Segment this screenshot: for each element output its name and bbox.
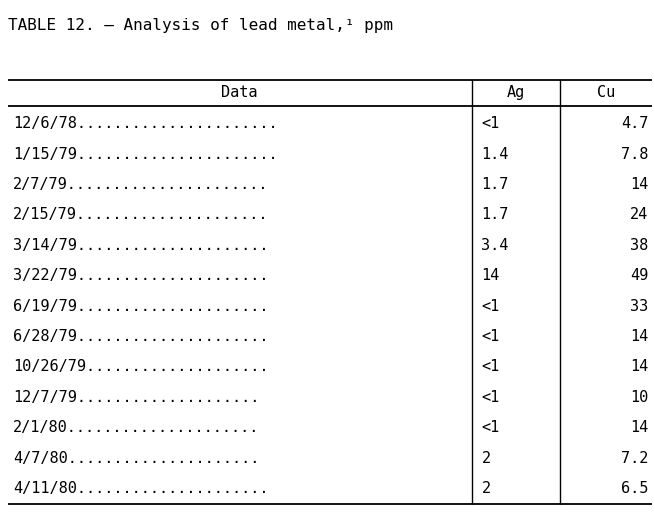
Text: 14: 14 bbox=[630, 420, 648, 435]
Text: 14: 14 bbox=[630, 177, 648, 192]
Text: 2: 2 bbox=[481, 451, 491, 466]
Text: <1: <1 bbox=[481, 299, 500, 314]
Text: 6/19/79.....................: 6/19/79..................... bbox=[13, 299, 269, 314]
Text: 6/28/79.....................: 6/28/79..................... bbox=[13, 329, 269, 344]
Text: 4.7: 4.7 bbox=[621, 116, 648, 131]
Text: 24: 24 bbox=[630, 208, 648, 222]
Text: 12/6/78......................: 12/6/78...................... bbox=[13, 116, 278, 131]
Text: TABLE 12. – Analysis of lead metal,¹ ppm: TABLE 12. – Analysis of lead metal,¹ ppm bbox=[8, 18, 393, 33]
Text: <1: <1 bbox=[481, 359, 500, 374]
Text: 49: 49 bbox=[630, 268, 648, 283]
Text: Data: Data bbox=[221, 85, 258, 100]
Text: 2/7/79......................: 2/7/79...................... bbox=[13, 177, 269, 192]
Text: 7.8: 7.8 bbox=[621, 146, 648, 162]
Text: <1: <1 bbox=[481, 329, 500, 344]
Text: 1.7: 1.7 bbox=[481, 208, 509, 222]
Text: 4/7/80.....................: 4/7/80..................... bbox=[13, 451, 259, 466]
Text: 33: 33 bbox=[630, 299, 648, 314]
Text: 1/15/79......................: 1/15/79...................... bbox=[13, 146, 278, 162]
Text: 12/7/79....................: 12/7/79.................... bbox=[13, 390, 259, 405]
Text: 3/22/79.....................: 3/22/79..................... bbox=[13, 268, 269, 283]
Text: 7.2: 7.2 bbox=[621, 451, 648, 466]
Text: <1: <1 bbox=[481, 390, 500, 405]
Text: 2/15/79.....................: 2/15/79..................... bbox=[13, 208, 269, 222]
Text: <1: <1 bbox=[481, 116, 500, 131]
Text: 2: 2 bbox=[481, 481, 491, 496]
Text: Cu: Cu bbox=[597, 85, 615, 100]
Text: 14: 14 bbox=[630, 359, 648, 374]
Text: 10: 10 bbox=[630, 390, 648, 405]
Text: 1.4: 1.4 bbox=[481, 146, 509, 162]
Text: 10/26/79....................: 10/26/79.................... bbox=[13, 359, 269, 374]
Text: 3/14/79.....................: 3/14/79..................... bbox=[13, 238, 269, 253]
Text: <1: <1 bbox=[481, 420, 500, 435]
Text: Ag: Ag bbox=[507, 85, 525, 100]
Text: 4/11/80.....................: 4/11/80..................... bbox=[13, 481, 269, 496]
Text: 14: 14 bbox=[481, 268, 500, 283]
Text: 38: 38 bbox=[630, 238, 648, 253]
Text: 6.5: 6.5 bbox=[621, 481, 648, 496]
Text: 14: 14 bbox=[630, 329, 648, 344]
Text: 3.4: 3.4 bbox=[481, 238, 509, 253]
Text: 1.7: 1.7 bbox=[481, 177, 509, 192]
Text: 2/1/80.....................: 2/1/80..................... bbox=[13, 420, 259, 435]
